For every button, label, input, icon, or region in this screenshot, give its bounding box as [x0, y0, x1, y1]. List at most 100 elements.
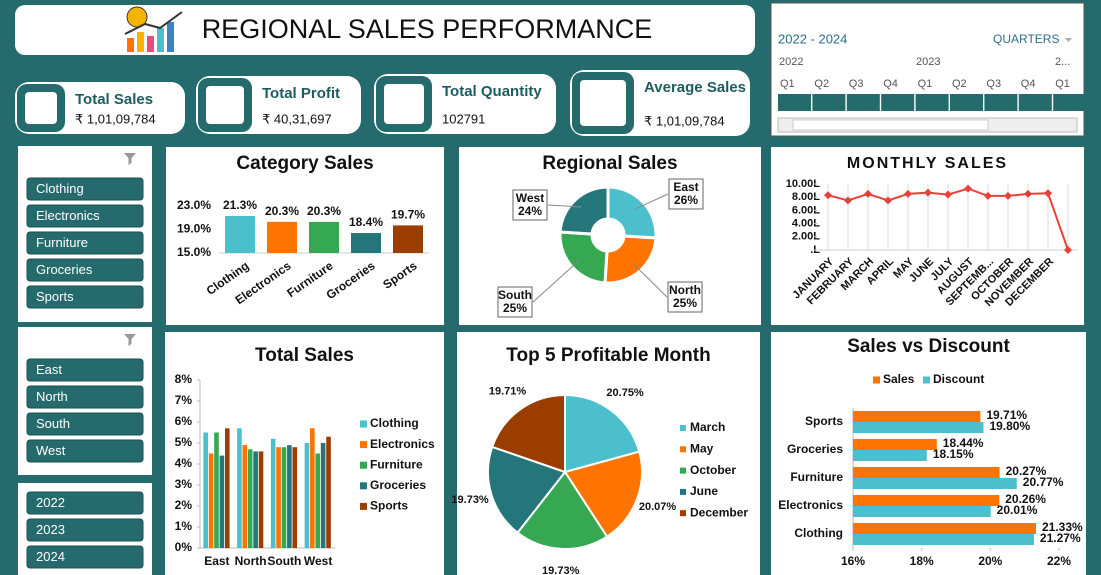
chart-title: Sales vs Discount	[847, 336, 1010, 357]
slicer-label[interactable]: Electronics	[36, 208, 100, 223]
legend-label: Furniture	[370, 457, 423, 471]
data-label-box	[668, 178, 704, 210]
slicer-label[interactable]: East	[36, 362, 62, 377]
y-tick-label: 4.00L	[792, 218, 820, 230]
slicer-button[interactable]	[26, 491, 144, 515]
timeline-period[interactable]	[984, 94, 1018, 111]
timeline-quarter: Q4	[1021, 78, 1036, 90]
bar	[267, 221, 297, 253]
data-label: 25%	[673, 296, 697, 310]
data-label: 18.44%	[943, 436, 984, 450]
data-label: 19.80%	[989, 419, 1030, 433]
data-label: 19.71%	[986, 408, 1027, 422]
legend-swatch	[923, 376, 930, 384]
clear-filter-icon[interactable]	[124, 153, 136, 165]
marker	[924, 188, 932, 197]
data-label-name: West	[516, 191, 544, 205]
slicer-button[interactable]	[26, 285, 144, 309]
chart-title: Top 5 Profitable Month	[506, 345, 710, 366]
scroll-thumb[interactable]	[792, 119, 989, 131]
slicer-button[interactable]	[26, 177, 144, 201]
dropdown-arrow[interactable]	[1065, 38, 1072, 42]
slicer-button[interactable]	[26, 358, 144, 382]
slicer-label[interactable]: Furniture	[36, 235, 88, 250]
timeline-level[interactable]: QUARTERS	[993, 32, 1059, 46]
timeline-period[interactable]	[950, 94, 983, 111]
timeline-period[interactable]	[846, 94, 880, 111]
data-label-name: East	[673, 180, 698, 194]
legend-label: Discount	[933, 372, 984, 386]
bar	[853, 439, 937, 450]
marker	[964, 184, 972, 193]
slicer-button[interactable]	[26, 412, 144, 436]
bar	[242, 445, 248, 548]
timeline-quarter: Q2	[952, 78, 967, 90]
data-label: 20.75%	[606, 387, 644, 399]
timeline-period[interactable]	[1018, 94, 1052, 111]
y-tick-label: 4%	[175, 456, 193, 470]
slice	[603, 234, 658, 285]
slicer-button[interactable]	[26, 439, 144, 463]
x-tick-label: 18%	[910, 554, 934, 568]
kpi-label: Average Sales	[644, 79, 746, 96]
y-tick-label: 1%	[175, 519, 193, 533]
chart-title: Total Sales	[255, 345, 354, 366]
slicer-label[interactable]: 2024	[36, 549, 65, 564]
bar	[853, 495, 1000, 506]
data-label: 20.3%	[265, 204, 299, 218]
legend-label: Electronics	[370, 437, 435, 451]
marker	[824, 191, 832, 200]
slicer-button[interactable]	[26, 518, 144, 542]
clear-filter-icon[interactable]	[124, 334, 136, 346]
slicer-label[interactable]: Clothing	[36, 181, 84, 196]
data-label-box	[512, 189, 548, 221]
bar	[853, 478, 1017, 489]
bar	[219, 455, 225, 548]
slicer-label[interactable]: 2023	[36, 522, 65, 537]
y-tick-label: 2%	[175, 498, 193, 512]
y-tick-label: 10.00L	[786, 178, 821, 190]
kpi-value: ₹ 1,01,09,784	[75, 111, 156, 126]
bar	[853, 467, 1000, 478]
marker	[944, 190, 952, 199]
y-tick-label: Clothing	[794, 526, 843, 540]
chart-title: Category Sales	[236, 153, 373, 174]
slicer-button[interactable]	[26, 258, 144, 282]
marker	[864, 189, 872, 198]
timeline-period[interactable]	[812, 94, 846, 111]
bar	[326, 436, 331, 548]
slicer-label[interactable]: Groceries	[36, 262, 93, 277]
timeline-period[interactable]	[778, 94, 811, 111]
data-label: 21.27%	[1040, 531, 1081, 545]
legend-label: Sales	[883, 372, 915, 386]
bar	[287, 445, 292, 548]
marker	[884, 196, 892, 205]
timeline-period[interactable]	[1053, 94, 1087, 111]
slicer-button[interactable]	[26, 545, 144, 569]
slicer-label[interactable]: South	[36, 416, 70, 431]
slicer-label[interactable]: West	[36, 443, 66, 458]
slicer-label[interactable]: 2022	[36, 495, 65, 510]
slicer-button[interactable]	[26, 385, 144, 409]
timeline-period[interactable]	[915, 94, 949, 111]
leader-line	[547, 204, 582, 208]
bar	[237, 428, 242, 548]
bar	[258, 451, 264, 548]
y-tick-label: 0%	[175, 540, 193, 554]
slicer-label[interactable]: North	[36, 389, 68, 404]
bar	[224, 428, 230, 548]
timeline-range: 2022 - 2024	[778, 31, 847, 46]
slicer-button[interactable]	[26, 204, 144, 228]
timeline-quarter: Q3	[849, 78, 864, 90]
slicer-label[interactable]: Sports	[36, 289, 74, 304]
data-label-box	[497, 286, 533, 318]
y-tick-label: 6%	[175, 414, 193, 428]
kpi-icon-inner	[206, 86, 244, 124]
bar	[853, 534, 1034, 545]
x-tick-label: South	[267, 554, 301, 568]
timeline-period[interactable]	[881, 94, 915, 111]
marker	[1004, 191, 1012, 200]
slicer-button[interactable]	[26, 231, 144, 255]
legend-label: June	[690, 484, 718, 498]
